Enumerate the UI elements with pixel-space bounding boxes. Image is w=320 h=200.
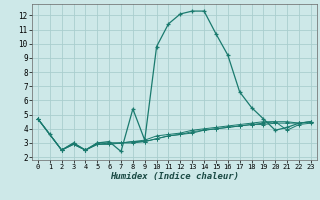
X-axis label: Humidex (Indice chaleur): Humidex (Indice chaleur) [110, 172, 239, 181]
